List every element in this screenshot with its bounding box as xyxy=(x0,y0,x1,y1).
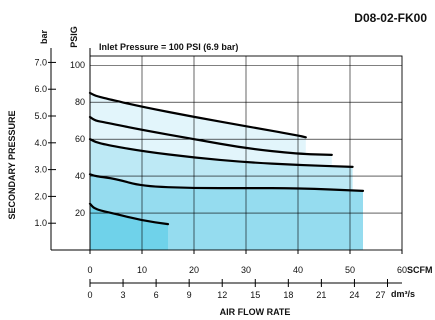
dm3s-tick-label: 18 xyxy=(283,290,293,300)
x-axis-title: AIR FLOW RATE xyxy=(220,307,291,317)
psig-tick-label: 40 xyxy=(75,171,85,181)
bar-tick-label: 2.0 xyxy=(34,191,47,201)
scfm-tick-label: 50 xyxy=(345,265,355,275)
chart-title: D08-02-FK00 xyxy=(354,11,427,25)
area-band xyxy=(90,203,168,250)
pressure-curve xyxy=(88,115,333,156)
bar-unit-label: bar xyxy=(39,30,49,45)
dm3s-unit-label: dm³/s xyxy=(391,289,415,299)
dm3s-tick-label: 24 xyxy=(349,290,359,300)
bar-tick-label: 1.0 xyxy=(34,218,47,228)
scfm-tick-label: 10 xyxy=(137,265,147,275)
pressure-curve xyxy=(88,91,307,139)
pressure-curve xyxy=(88,173,365,192)
bar-tick-label: 5.0 xyxy=(34,111,47,121)
dm3s-tick-label: 12 xyxy=(217,290,227,300)
scfm-tick-label: 0 xyxy=(87,265,92,275)
psig-tick-label: 100 xyxy=(70,60,85,70)
dm3s-tick-label: 9 xyxy=(187,290,192,300)
pressure-curve xyxy=(88,138,354,168)
psig-unit-label: PSIG xyxy=(69,26,79,48)
psig-tick-label: 20 xyxy=(75,208,85,218)
bar-tick-label: 3.0 xyxy=(34,165,47,175)
dm3s-tick-label: 15 xyxy=(250,290,260,300)
dm3s-tick-label: 0 xyxy=(87,290,92,300)
scfm-tick-label: 30 xyxy=(241,265,251,275)
y-axis-title: SECONDARY PRESSURE xyxy=(7,110,17,219)
pressure-curve xyxy=(88,202,170,226)
dm3s-tick-label: 27 xyxy=(375,290,385,300)
scfm-tick-label: 40 xyxy=(293,265,303,275)
psig-tick-label: 60 xyxy=(75,134,85,144)
bar-tick-label: 7.0 xyxy=(34,57,47,67)
scfm-tick-label: 20 xyxy=(189,265,199,275)
dm3s-tick-label: 21 xyxy=(316,290,326,300)
scfm-tick-label: 60 xyxy=(397,265,407,275)
dm3s-tick-label: 3 xyxy=(121,290,126,300)
dm3s-tick-label: 6 xyxy=(154,290,159,300)
bar-tick-label: 4.0 xyxy=(34,138,47,148)
curves xyxy=(88,91,365,226)
chart-subtitle: Inlet Pressure = 100 PSI (6.9 bar) xyxy=(99,42,238,52)
scfm-unit-label: SCFM xyxy=(407,265,433,275)
shaded-areas xyxy=(90,92,363,250)
bar-tick-label: 6.0 xyxy=(34,84,47,94)
psig-tick-label: 80 xyxy=(75,97,85,107)
